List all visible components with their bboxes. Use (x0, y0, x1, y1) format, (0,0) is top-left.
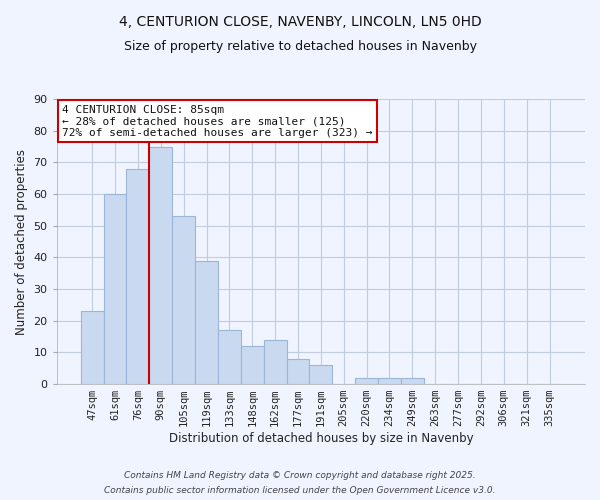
X-axis label: Distribution of detached houses by size in Navenby: Distribution of detached houses by size … (169, 432, 473, 445)
Text: Contains HM Land Registry data © Crown copyright and database right 2025.: Contains HM Land Registry data © Crown c… (124, 471, 476, 480)
Bar (241, 346, 263, 384)
Text: Size of property relative to detached houses in Navenby: Size of property relative to detached ho… (124, 40, 476, 53)
Bar (287, 358, 310, 384)
Bar (263, 340, 287, 384)
Bar (218, 330, 241, 384)
Bar (81, 311, 104, 384)
Text: 4 CENTURION CLOSE: 85sqm
← 28% of detached houses are smaller (125)
72% of semi-: 4 CENTURION CLOSE: 85sqm ← 28% of detach… (62, 104, 373, 138)
Bar (104, 194, 127, 384)
Y-axis label: Number of detached properties: Number of detached properties (15, 148, 28, 334)
Bar (310, 365, 332, 384)
Bar (149, 146, 172, 384)
Bar (127, 168, 149, 384)
Bar (378, 378, 401, 384)
Text: Contains public sector information licensed under the Open Government Licence v3: Contains public sector information licen… (104, 486, 496, 495)
Bar (355, 378, 378, 384)
Bar (195, 260, 218, 384)
Text: 4, CENTURION CLOSE, NAVENBY, LINCOLN, LN5 0HD: 4, CENTURION CLOSE, NAVENBY, LINCOLN, LN… (119, 15, 481, 29)
Bar (172, 216, 195, 384)
Bar (401, 378, 424, 384)
